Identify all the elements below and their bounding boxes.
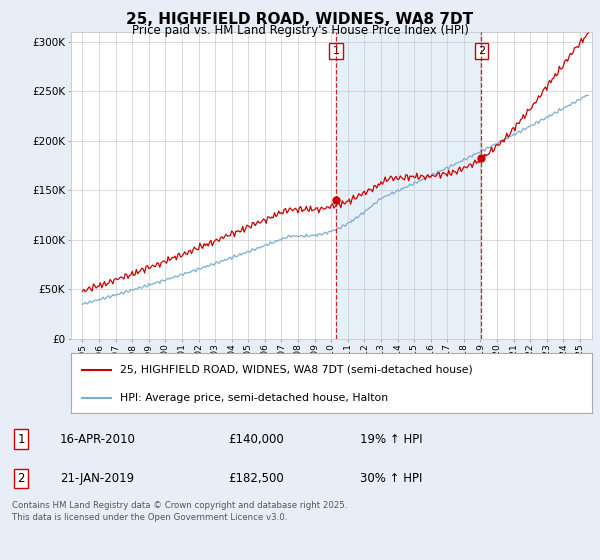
Text: 21-JAN-2019: 21-JAN-2019	[60, 472, 134, 485]
Bar	[336, 32, 481, 339]
Text: 16-APR-2010: 16-APR-2010	[60, 433, 136, 446]
Text: 25, HIGHFIELD ROAD, WIDNES, WA8 7DT: 25, HIGHFIELD ROAD, WIDNES, WA8 7DT	[127, 12, 473, 27]
Text: 2: 2	[478, 46, 485, 56]
Text: 2: 2	[17, 472, 25, 485]
Text: 1: 1	[17, 433, 25, 446]
Text: HPI: Average price, semi-detached house, Halton: HPI: Average price, semi-detached house,…	[120, 393, 388, 403]
Text: £182,500: £182,500	[228, 472, 284, 485]
Text: £140,000: £140,000	[228, 433, 284, 446]
Text: Price paid vs. HM Land Registry's House Price Index (HPI): Price paid vs. HM Land Registry's House …	[131, 24, 469, 37]
Text: Contains HM Land Registry data © Crown copyright and database right 2025.
This d: Contains HM Land Registry data © Crown c…	[12, 501, 347, 522]
Text: 19% ↑ HPI: 19% ↑ HPI	[360, 433, 422, 446]
Text: 25, HIGHFIELD ROAD, WIDNES, WA8 7DT (semi-detached house): 25, HIGHFIELD ROAD, WIDNES, WA8 7DT (sem…	[120, 365, 473, 375]
Text: 1: 1	[332, 46, 340, 56]
Text: 30% ↑ HPI: 30% ↑ HPI	[360, 472, 422, 485]
